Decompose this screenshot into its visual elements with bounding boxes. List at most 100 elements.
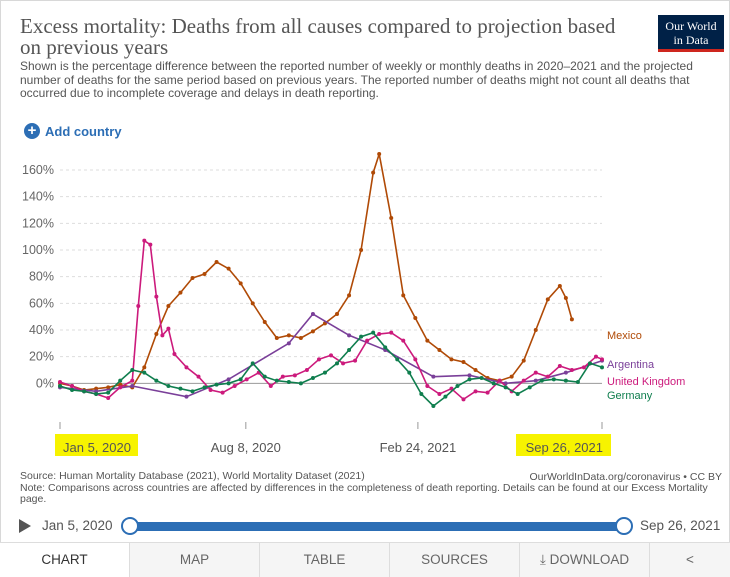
add-country-button[interactable]: + Add country — [24, 123, 122, 139]
data-point-mexico — [335, 312, 340, 316]
data-point-united-kingdom — [341, 361, 346, 366]
data-point-mexico — [425, 338, 430, 343]
tab-download[interactable]: ⤓ DOWNLOAD — [520, 543, 650, 577]
timeline-slider[interactable] — [129, 522, 624, 531]
data-point-mexico — [359, 248, 364, 252]
share-icon: < — [686, 552, 694, 567]
data-point-mexico — [401, 293, 406, 298]
data-point-united-kingdom — [353, 358, 358, 363]
owid-logo[interactable]: Our World in Data — [658, 15, 724, 52]
play-icon[interactable] — [19, 519, 31, 533]
data-point-united-kingdom — [172, 352, 177, 356]
source-note: Source: Human Mortality Database (2021),… — [20, 470, 720, 506]
data-point-mexico — [545, 297, 550, 302]
data-point-mexico — [347, 293, 352, 298]
data-point-united-kingdom — [329, 353, 333, 358]
highlight-start-label — [55, 434, 138, 456]
timeline-start-handle[interactable] — [121, 517, 139, 535]
data-point-argentina — [130, 384, 135, 388]
data-point-united-kingdom — [58, 380, 62, 384]
y-tick-label: 120% — [22, 216, 54, 230]
data-point-mexico — [509, 374, 514, 379]
data-point-mexico — [569, 317, 574, 322]
data-point-mexico — [274, 336, 279, 340]
data-point-united-kingdom — [196, 374, 201, 379]
data-point-germany — [310, 376, 315, 380]
chart-subtitle: Shown is the percentage difference betwe… — [20, 59, 693, 100]
data-point-germany — [431, 404, 436, 408]
data-point-united-kingdom — [244, 377, 249, 382]
data-point-united-kingdom — [130, 378, 135, 383]
data-point-germany — [298, 381, 303, 386]
data-point-argentina — [226, 377, 231, 382]
data-point-germany — [118, 378, 123, 383]
data-point-germany — [347, 348, 352, 352]
y-tick-label: 40% — [29, 323, 54, 337]
data-point-germany — [202, 385, 207, 390]
add-country-label: Add country — [45, 123, 122, 139]
tab-map[interactable]: MAP — [130, 543, 260, 577]
data-point-united-kingdom — [401, 338, 406, 343]
data-point-germany — [491, 381, 496, 386]
data-point-germany — [286, 380, 291, 384]
data-point-united-kingdom — [485, 390, 490, 395]
data-point-germany — [407, 370, 412, 375]
data-point-argentina — [286, 341, 291, 346]
data-point-germany — [563, 378, 568, 383]
line-chart: 0% 20% 40% 60% 80% 100% 120% 140% 160% Jan 5, 202… — [22, 152, 685, 455]
tab-table[interactable]: TABLE — [260, 543, 390, 577]
data-point-mexico — [154, 332, 159, 336]
data-point-mexico — [286, 333, 291, 338]
data-point-germany — [58, 384, 62, 388]
data-point-germany — [322, 370, 327, 375]
y-tick-label: 160% — [22, 163, 54, 177]
data-point-united-kingdom — [461, 397, 466, 402]
timeline-end-handle[interactable] — [615, 517, 633, 535]
tab-chart[interactable]: CHART — [0, 543, 130, 577]
tab-share[interactable]: < — [650, 543, 730, 577]
data-point-germany — [190, 389, 195, 394]
data-point-united-kingdom — [304, 368, 309, 372]
y-tick-label: 20% — [29, 350, 54, 364]
data-point-germany — [226, 381, 231, 386]
data-point-united-kingdom — [184, 365, 189, 370]
data-point-germany — [178, 386, 183, 391]
data-point-argentina — [563, 370, 568, 375]
data-point-germany — [274, 378, 279, 383]
data-point-united-kingdom — [70, 384, 75, 388]
series-line-mexico — [59, 153, 573, 391]
data-point-united-kingdom — [545, 374, 550, 379]
data-point-united-kingdom — [160, 333, 165, 338]
data-point-united-kingdom — [142, 238, 147, 243]
data-point-mexico — [298, 336, 303, 340]
data-point-germany — [214, 382, 219, 387]
data-point-mexico — [389, 216, 394, 220]
series-label-germany: Germany — [607, 390, 653, 402]
data-point-mexico — [106, 385, 111, 390]
data-point-united-kingdom — [581, 365, 586, 370]
note-text: Note: Comparisons across countries are a… — [20, 481, 708, 505]
tab-sources[interactable]: SOURCES — [390, 543, 520, 577]
data-point-united-kingdom — [425, 384, 430, 388]
series-line-united-kingdom — [59, 239, 603, 401]
data-point-mexico — [214, 260, 219, 264]
data-point-united-kingdom — [365, 338, 370, 343]
data-point-mexico — [190, 276, 195, 280]
data-point-mexico — [413, 316, 418, 320]
logo-line-1: Our World — [665, 19, 717, 33]
x-tick-label: Feb 24, 2021 — [380, 440, 457, 455]
source-link[interactable]: OurWorldInData.org/coronavirus • CC BY — [529, 471, 722, 483]
tab-download-label: DOWNLOAD — [549, 552, 630, 567]
data-point-mexico — [557, 284, 562, 288]
highlight-end-label — [516, 434, 611, 456]
data-point-mexico — [437, 348, 442, 352]
y-tick-label: 100% — [22, 243, 54, 257]
x-tick-label: Jan 5, 2020 — [63, 440, 131, 455]
timeline: Jan 5, 2020 Sep 26, 2021 — [0, 512, 730, 540]
data-point-germany — [503, 385, 508, 390]
data-point-united-kingdom — [593, 354, 598, 359]
data-point-united-kingdom — [292, 373, 297, 378]
data-point-united-kingdom — [208, 388, 213, 392]
data-point-mexico — [473, 368, 478, 372]
data-point-united-kingdom — [316, 357, 321, 362]
